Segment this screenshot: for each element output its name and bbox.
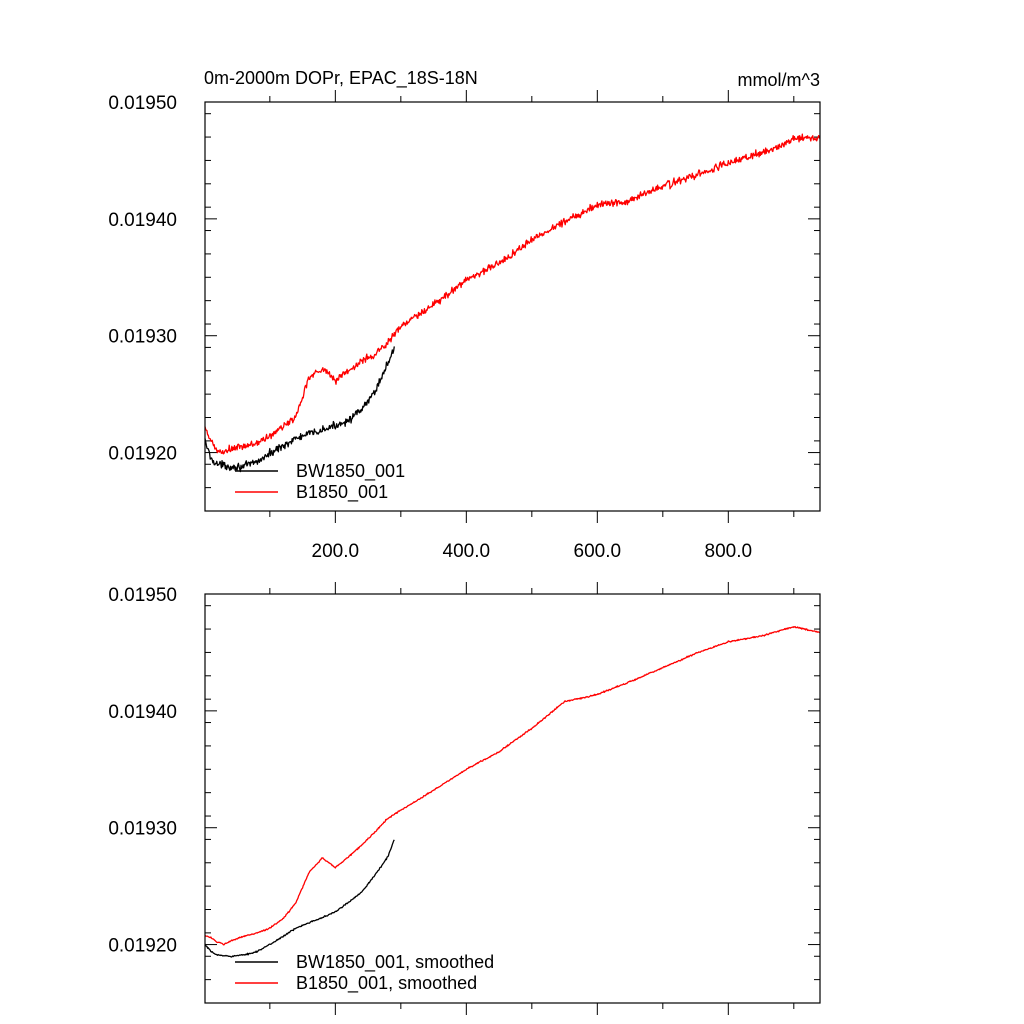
legend-label-b1850: B1850_001 (296, 482, 388, 503)
bottom-panel-legend: BW1850_001, smoothed B1850_001, smoothed (235, 952, 494, 994)
top-panel-series (204, 133, 821, 473)
top-panel-legend: BW1850_001 B1850_001 (235, 461, 405, 503)
y-tick-label: 0.01930 (108, 327, 177, 348)
series-line-bw1850-001-smoothed (204, 839, 395, 958)
top-panel-frame (204, 101, 821, 512)
y-tick-label: 0.01920 (108, 936, 177, 957)
y-tick-label: 0.01950 (108, 93, 177, 114)
top-panel-units: mmol/m^3 (738, 70, 820, 90)
series-line-b1850-001 (204, 133, 821, 455)
legend-label-b1850-smoothed: B1850_001, smoothed (296, 973, 477, 994)
bottom-panel-series (204, 625, 821, 958)
y-tick-label: 0.01940 (108, 702, 177, 723)
y-tick-label: 0.01950 (108, 585, 177, 606)
x-tick-label: 800.0 (705, 541, 753, 562)
legend-label-bw1850-smoothed: BW1850_001, smoothed (296, 952, 494, 973)
top-panel-y-tick-labels: 0.01920 0.01930 0.01940 0.01950 (108, 93, 177, 465)
x-tick-label: 600.0 (574, 541, 622, 562)
legend-label-bw1850: BW1850_001 (296, 461, 405, 482)
top-panel-x-tick-labels: 200.0 400.0 600.0 800.0 (312, 541, 753, 562)
series-line-b1850-001-smoothed (204, 625, 821, 946)
x-tick-label: 400.0 (443, 541, 491, 562)
top-panel-title: 0m-2000m DOPr, EPAC_18S-18N (204, 68, 478, 89)
bottom-panel-y-tick-labels: 0.01920 0.01930 0.01940 0.01950 (108, 585, 177, 957)
y-tick-label: 0.01930 (108, 819, 177, 840)
top-panel: 0m-2000m DOPr, EPAC_18S-18N mmol/m^3 0.0… (108, 68, 821, 562)
y-tick-label: 0.01920 (108, 444, 177, 465)
bottom-panel: 0.01920 0.01930 0.01940 0.01950 BW1850_0… (108, 582, 821, 1015)
series-line-bw1850-001 (204, 346, 395, 473)
x-tick-label: 200.0 (312, 541, 360, 562)
y-tick-label: 0.01940 (108, 210, 177, 231)
bottom-panel-frame (204, 593, 821, 1004)
